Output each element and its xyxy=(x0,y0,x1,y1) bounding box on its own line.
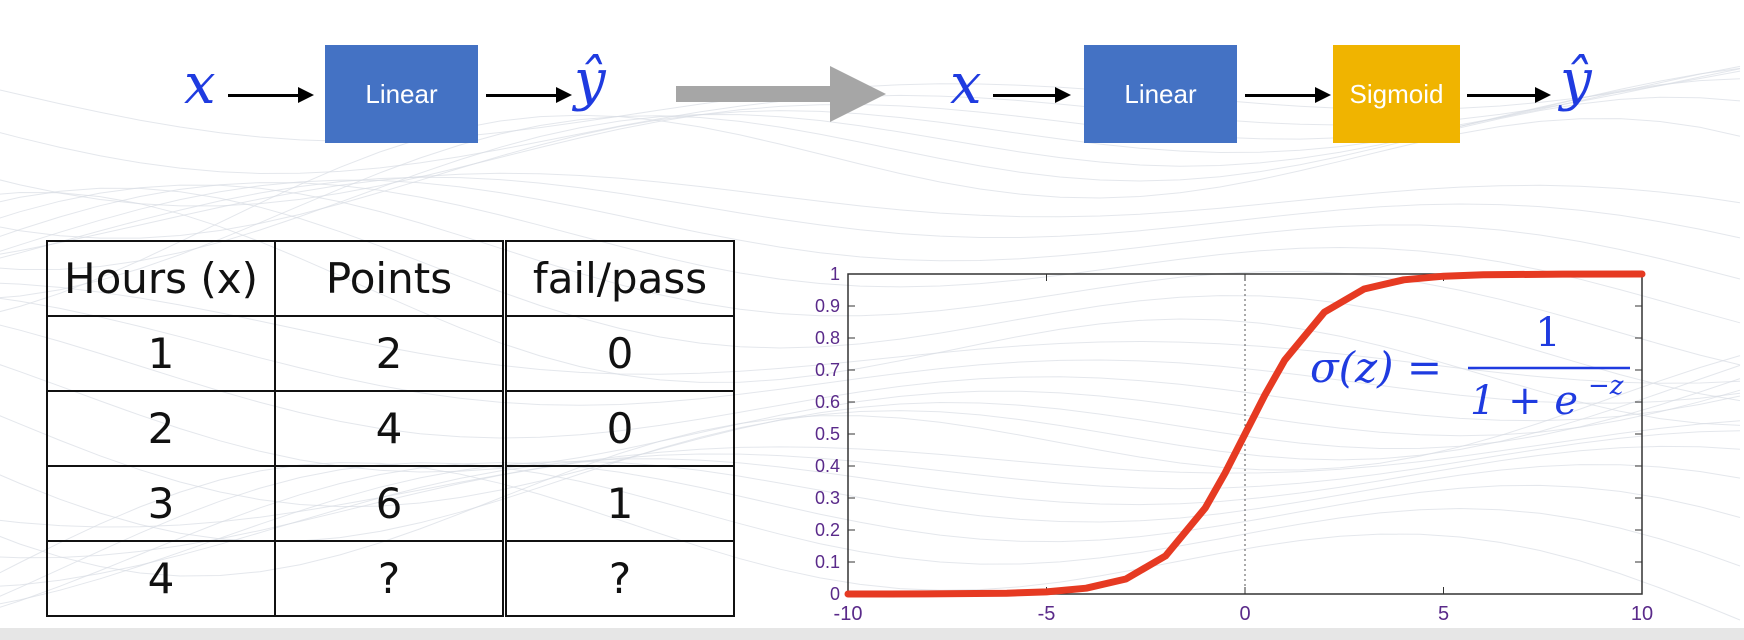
background-wave-line xyxy=(0,184,1741,366)
formula-denominator: 1 + e xyxy=(1470,378,1578,424)
table-header-row: Hours (x) Points fail/pass xyxy=(46,240,735,317)
table-cell: 4 xyxy=(274,390,507,467)
left-arrow-1-head xyxy=(298,87,314,103)
hours-points-table: Hours (x) Points fail/pass 1 2 0 2 4 0 3… xyxy=(46,240,735,617)
right-linear-block: Linear xyxy=(1084,45,1237,143)
x-tick-label: 10 xyxy=(1631,603,1653,625)
table-cell: 0 xyxy=(503,315,735,392)
formula-exponent: −z xyxy=(1588,371,1624,401)
background-wave-line xyxy=(0,187,1741,402)
header-points: Points xyxy=(274,240,507,317)
left-output-yhat: ŷ xyxy=(574,48,606,113)
table-cell: 1 xyxy=(503,465,735,542)
background-wave-line xyxy=(0,191,1741,426)
table-cell: 0 xyxy=(503,390,735,467)
table-cell: 2 xyxy=(46,390,276,467)
header-hours: Hours (x) xyxy=(46,240,276,317)
right-arrow-2-head xyxy=(1315,87,1331,103)
x-tick-label: -5 xyxy=(1038,603,1056,625)
table-cell: 2 xyxy=(274,315,507,392)
right-input-x: x xyxy=(950,52,982,117)
y-tick-label: 1 xyxy=(830,264,840,284)
right-arrow-1-head xyxy=(1055,87,1071,103)
transition-arrow xyxy=(676,66,886,122)
table-row: 4 ? ? xyxy=(46,540,735,617)
header-fail-pass: fail/pass xyxy=(503,240,735,317)
y-tick-label: 0.8 xyxy=(815,328,840,348)
background-wave-line xyxy=(0,176,1741,259)
x-tick-label: 0 xyxy=(1239,603,1250,625)
background-wave-line xyxy=(0,182,1741,324)
left-arrow-2-head xyxy=(556,87,572,103)
sigmoid-curve xyxy=(844,270,1646,598)
formula-numerator: 1 xyxy=(1535,310,1560,356)
y-tick-label: 0.7 xyxy=(815,360,840,380)
y-tick-label: 0.4 xyxy=(815,456,840,476)
table-cell: 6 xyxy=(274,465,507,542)
y-tick-label: 0.1 xyxy=(815,552,840,572)
right-arrow-3-line xyxy=(1467,94,1537,97)
y-tick-label: 0.6 xyxy=(815,392,840,412)
x-tick-label: -10 xyxy=(834,603,863,625)
table-row: 3 6 1 xyxy=(46,465,735,542)
table-cell: 4 xyxy=(46,540,276,617)
right-arrow-2-line xyxy=(1245,94,1317,97)
left-linear-block: Linear xyxy=(325,45,478,143)
right-sigmoid-block: Sigmoid xyxy=(1333,45,1460,143)
left-input-x: x xyxy=(184,52,216,117)
y-tick-label: 0.9 xyxy=(815,296,840,316)
table-cell: 3 xyxy=(46,465,276,542)
table-cell: 1 xyxy=(46,315,276,392)
x-tick-label: 5 xyxy=(1438,603,1449,625)
y-tick-label: 0.3 xyxy=(815,488,840,508)
y-tick-label: 0.2 xyxy=(815,520,840,540)
formula-lhs: σ(z) = xyxy=(1310,343,1442,392)
table-cell: ? xyxy=(503,540,735,617)
table-row: 2 4 0 xyxy=(46,390,735,467)
y-tick-label: 0.5 xyxy=(815,424,840,444)
table-cell: ? xyxy=(274,540,507,617)
bottom-strip xyxy=(0,628,1744,640)
right-arrow-3-head xyxy=(1535,87,1551,103)
right-arrow-1-line xyxy=(993,94,1057,97)
table-row: 1 2 0 xyxy=(46,315,735,392)
background-wave-line xyxy=(0,179,1741,280)
right-output-yhat: ŷ xyxy=(1560,48,1592,113)
y-tick-label: 0 xyxy=(830,584,840,604)
sigmoid-chart: 0 0.1 0.2 0.3 0.4 0.5 0.6 0.7 0.8 0.9 1 -10 -5 0 5 10 σ(… xyxy=(815,264,1653,625)
left-arrow-1-line xyxy=(228,94,300,97)
left-arrow-2-line xyxy=(486,94,558,97)
